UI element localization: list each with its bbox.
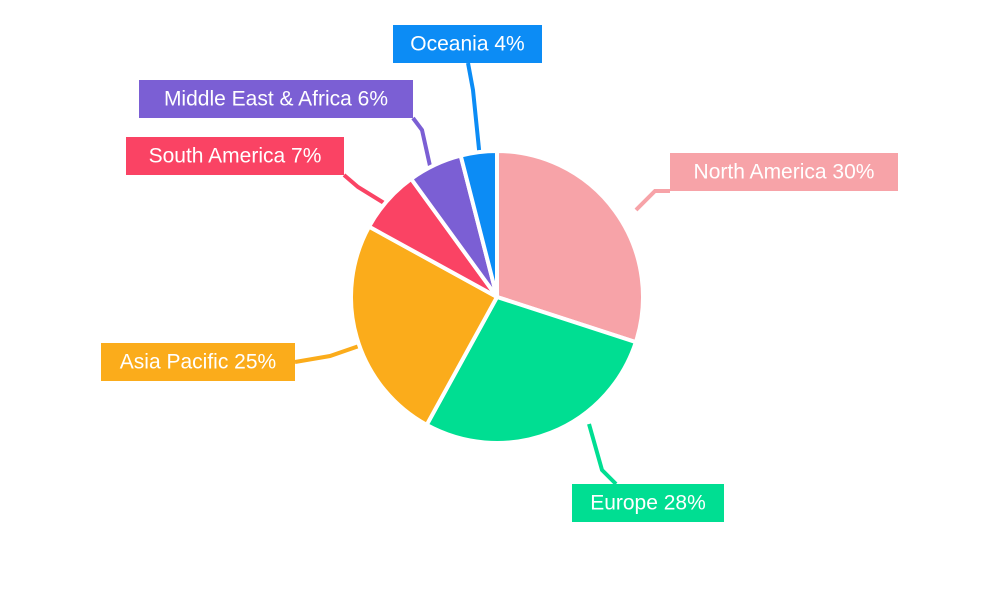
pie-slice-label[interactable]: Asia Pacific 25% [101,343,295,381]
pie-slices-group [349,149,645,445]
label-text: Oceania 4% [410,33,524,56]
pie-slice-label[interactable]: Middle East & Africa 6% [139,80,413,118]
pie-slice-label[interactable]: North America 30% [670,153,898,191]
pie-slice-label[interactable]: Europe 28% [572,484,724,522]
label-text: North America 30% [694,161,875,184]
label-background [393,25,542,63]
label-text: Middle East & Africa 6% [164,88,388,111]
label-text: South America 7% [149,145,322,168]
pie-slice[interactable] [495,149,645,345]
pie-slice[interactable] [458,149,499,299]
label-background [126,137,344,175]
label-background [101,343,295,381]
leader-line [587,423,618,486]
pie-slice-label[interactable]: Oceania 4% [393,25,542,63]
pie-labels-group: North America 30% Europe 28% Asia Pacific … [101,25,898,522]
pie-slice[interactable] [349,224,499,427]
label-text: Europe 28% [590,492,706,515]
label-text: Asia Pacific 25% [120,351,276,374]
label-background [670,153,898,191]
leader-line [294,344,360,364]
label-background [572,484,724,522]
leader-line [466,62,482,160]
pie-slice-label[interactable]: South America 7% [126,137,344,175]
leader-line [634,189,670,212]
label-background [139,80,413,118]
